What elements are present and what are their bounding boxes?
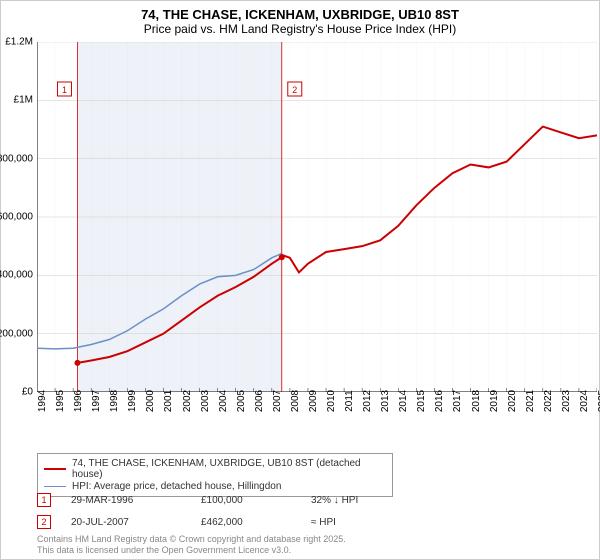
x-tick-label: 2003	[200, 390, 211, 412]
chart-container: 74, THE CHASE, ICKENHAM, UXBRIDGE, UB10 …	[0, 0, 600, 560]
x-tick-label: 2005	[236, 390, 247, 412]
chart-subtitle: Price paid vs. HM Land Registry's House …	[1, 22, 599, 36]
marker-badge: 1	[37, 493, 51, 507]
footer-line: Contains HM Land Registry data © Crown c…	[37, 534, 346, 545]
svg-text:2: 2	[292, 85, 297, 95]
marker-badge: 2	[37, 515, 51, 529]
x-tick-label: 2004	[218, 390, 229, 412]
x-tick-label: 2016	[434, 390, 445, 412]
chart-title: 74, THE CHASE, ICKENHAM, UXBRIDGE, UB10 …	[1, 7, 599, 22]
x-tick-label: 2021	[525, 390, 536, 412]
chart-area: 12 £0£200,000£400,000£600,000£800,000£1M…	[37, 42, 597, 392]
x-tick-label: 1998	[109, 390, 120, 412]
x-tick-label: 2002	[182, 390, 193, 412]
legend: 74, THE CHASE, ICKENHAM, UXBRIDGE, UB10 …	[37, 453, 393, 497]
marker-row: 1 29-MAR-1996 £100,000 32% ↓ HPI	[37, 493, 577, 507]
x-tick-label: 2019	[489, 390, 500, 412]
y-axis-labels: £0£200,000£400,000£600,000£800,000£1M£1.…	[1, 42, 35, 392]
y-tick-label: £800,000	[0, 153, 33, 164]
x-tick-label: 1997	[91, 390, 102, 412]
x-tick-label: 2022	[543, 390, 554, 412]
marker-delta: ≈ HPI	[311, 517, 336, 528]
x-tick-label: 2015	[416, 390, 427, 412]
y-tick-label: £1.2M	[5, 37, 33, 48]
x-tick-label: 1999	[127, 390, 138, 412]
svg-text:1: 1	[62, 85, 67, 95]
x-tick-label: 2023	[561, 390, 572, 412]
x-tick-label: 2009	[308, 390, 319, 412]
footer-line: This data is licensed under the Open Gov…	[37, 545, 346, 556]
legend-item: HPI: Average price, detached house, Hill…	[44, 481, 386, 492]
y-tick-label: £1M	[14, 95, 33, 106]
x-tick-label: 2018	[471, 390, 482, 412]
legend-item: 74, THE CHASE, ICKENHAM, UXBRIDGE, UB10 …	[44, 458, 386, 480]
legend-swatch	[44, 468, 66, 470]
x-tick-label: 2017	[452, 390, 463, 412]
legend-label: 74, THE CHASE, ICKENHAM, UXBRIDGE, UB10 …	[72, 458, 386, 480]
x-tick-label: 2006	[254, 390, 265, 412]
y-tick-label: £0	[22, 387, 33, 398]
marker-row: 2 20-JUL-2007 £462,000 ≈ HPI	[37, 515, 577, 529]
x-tick-label: 1996	[73, 390, 84, 412]
legend-label: HPI: Average price, detached house, Hill…	[72, 481, 281, 492]
x-tick-label: 1995	[55, 390, 66, 412]
x-tick-label: 2012	[362, 390, 373, 412]
marker-price: £462,000	[201, 517, 311, 528]
marker-date: 20-JUL-2007	[71, 517, 201, 528]
x-tick-label: 2010	[326, 390, 337, 412]
x-tick-label: 2007	[272, 390, 283, 412]
marker-delta: 32% ↓ HPI	[311, 495, 358, 506]
y-tick-label: £200,000	[0, 328, 33, 339]
x-tick-label: 1994	[37, 390, 48, 412]
title-block: 74, THE CHASE, ICKENHAM, UXBRIDGE, UB10 …	[1, 1, 599, 38]
x-tick-label: 2020	[507, 390, 518, 412]
x-tick-label: 2013	[380, 390, 391, 412]
chart-svg: 12	[37, 42, 597, 392]
footer: Contains HM Land Registry data © Crown c…	[37, 534, 346, 556]
x-tick-label: 2024	[579, 390, 590, 412]
x-tick-label: 2008	[290, 390, 301, 412]
x-tick-label: 2001	[163, 390, 174, 412]
legend-swatch	[44, 486, 66, 488]
marker-price: £100,000	[201, 495, 311, 506]
x-tick-label: 2014	[398, 390, 409, 412]
x-axis-labels: 1994199519961997199819992000200120022003…	[37, 397, 597, 453]
y-tick-label: £600,000	[0, 212, 33, 223]
x-tick-label: 2000	[145, 390, 156, 412]
x-tick-label: 2011	[344, 390, 355, 412]
y-tick-label: £400,000	[0, 270, 33, 281]
marker-date: 29-MAR-1996	[71, 495, 201, 506]
